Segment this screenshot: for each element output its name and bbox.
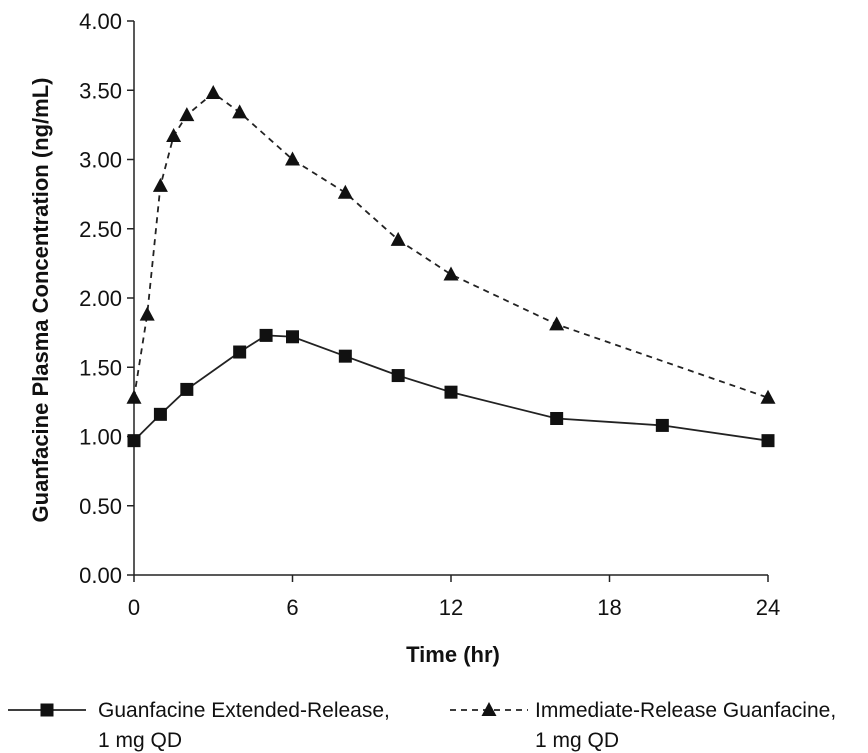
x-tick-label: 12 [439, 595, 463, 620]
y-axis-ticks: 0.00 0.50 1.00 1.50 2.00 2.50 3.00 3.50 4.00 [79, 9, 134, 588]
data-point-square [444, 385, 458, 399]
series-line [133, 91, 769, 399]
y-tick-label: 0.50 [79, 494, 122, 519]
data-point-triangle [285, 151, 300, 166]
y-axis-label: Guanfacine Plasma Concentration (ng/mL) [28, 78, 53, 523]
legend-item-extended-release: Guanfacine Extended-Release, 1 mg QD [8, 699, 390, 752]
x-tick-label: 24 [756, 595, 780, 620]
legend: Guanfacine Extended-Release,1 mg QDImmed… [8, 699, 836, 752]
legend-label: Guanfacine Extended-Release, [98, 699, 390, 722]
data-point-square [40, 703, 54, 717]
data-point-triangle [549, 316, 565, 331]
data-point-triangle [232, 104, 248, 119]
legend-label: Immediate-Release Guanfacine, [535, 699, 836, 722]
data-point-square [233, 345, 247, 359]
x-tick-label: 18 [597, 595, 621, 620]
data-point-square [286, 330, 299, 344]
legend-item-immediate-release: Immediate-Release Guanfacine, 1 mg QD [450, 699, 836, 752]
y-tick-label: 3.00 [79, 148, 122, 173]
data-point-square [338, 349, 352, 363]
series-immediate-release [126, 85, 776, 404]
y-tick-label: 2.00 [79, 286, 122, 311]
y-tick-label: 0.00 [79, 563, 122, 588]
data-point-square [127, 434, 141, 448]
data-point-triangle [337, 184, 353, 199]
data-point-triangle [126, 389, 142, 404]
data-point-square [655, 418, 669, 432]
y-tick-label: 1.50 [79, 355, 122, 380]
legend-label: 1 mg QD [535, 729, 619, 752]
data-point-square [761, 434, 775, 448]
data-point-square [550, 411, 564, 425]
x-axis-label: Time (hr) [406, 642, 500, 667]
series-layer [126, 85, 776, 448]
data-point-square [391, 369, 405, 383]
y-tick-label: 2.50 [79, 217, 122, 242]
data-point-triangle [152, 177, 168, 192]
data-point-square [180, 382, 194, 396]
y-tick-label: 1.00 [79, 425, 122, 450]
data-point-triangle [139, 306, 155, 321]
data-point-triangle [166, 127, 182, 142]
data-point-triangle [481, 702, 497, 716]
x-tick-label: 0 [128, 595, 140, 620]
data-point-square [259, 328, 273, 342]
data-point-triangle [205, 85, 221, 100]
data-point-triangle [443, 266, 459, 281]
data-point-square [153, 407, 167, 421]
series-extended-release [127, 328, 775, 448]
y-tick-label: 3.50 [79, 78, 122, 103]
data-point-triangle [390, 231, 406, 246]
x-tick-label: 6 [286, 595, 298, 620]
data-point-triangle [760, 389, 776, 404]
data-point-triangle [179, 107, 195, 122]
legend-label: 1 mg QD [98, 729, 182, 752]
x-axis-ticks: 0 6 12 18 24 [128, 575, 780, 620]
y-tick-label: 4.00 [79, 9, 122, 34]
